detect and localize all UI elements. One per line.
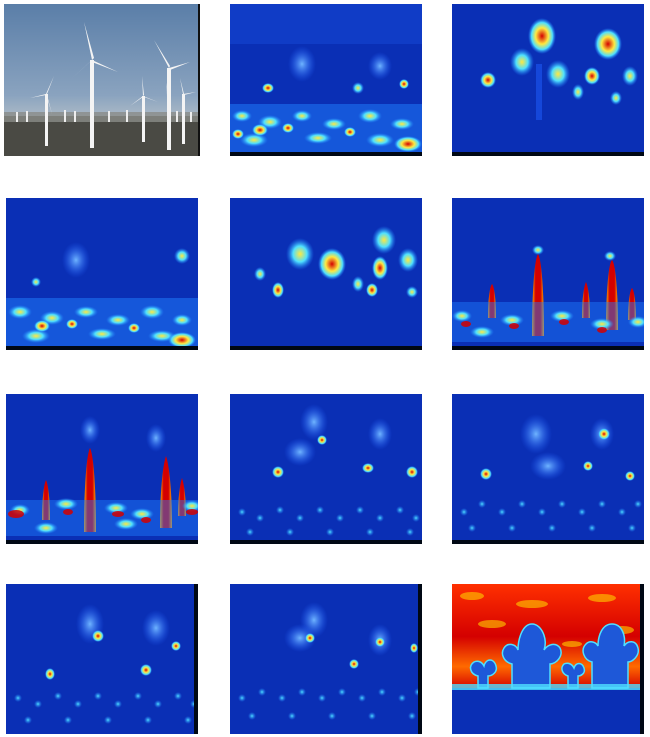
activation-heatmap [452, 198, 644, 350]
heatmap-tile-2 [230, 4, 422, 156]
heatmap-tile-3 [452, 4, 644, 156]
heatmap-tile-12 [452, 584, 644, 734]
heatmap-tile-5 [230, 198, 422, 350]
activation-heatmap [230, 394, 422, 544]
heatmap-tile-10 [6, 584, 198, 734]
activation-heatmap [452, 4, 644, 156]
wind-turbine-photo [4, 4, 200, 156]
source-photo-tile [4, 4, 200, 156]
heatmap-tile-8 [230, 394, 422, 544]
heatmap-tile-11 [230, 584, 422, 734]
activation-heatmap [230, 198, 422, 350]
heatmap-tile-6 [452, 198, 644, 350]
activation-heatmap [6, 584, 198, 734]
activation-heatmap [6, 198, 198, 350]
heatmap-tile-7 [6, 394, 198, 544]
activation-heatmap [452, 394, 644, 544]
activation-heatmap [6, 394, 198, 544]
activation-heatmap [230, 584, 422, 734]
activation-heatmap [452, 584, 644, 734]
heatmap-tile-9 [452, 394, 644, 544]
activation-heatmap [230, 4, 422, 156]
heatmap-tile-4 [6, 198, 198, 350]
